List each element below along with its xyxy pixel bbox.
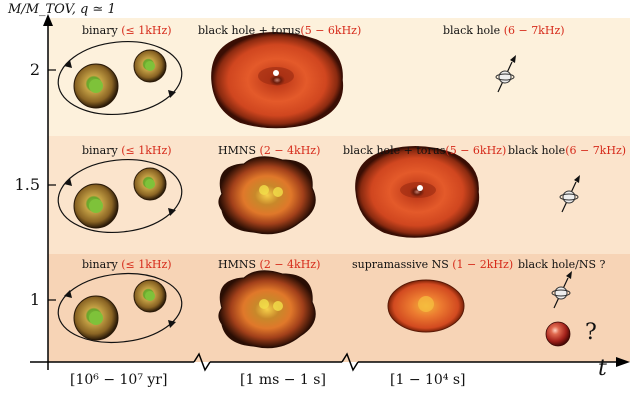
stage-label: black hole + torus(5 − 6kHz) xyxy=(198,24,362,37)
stage-label: binary (≤ 1kHz) xyxy=(82,24,172,37)
hmns-row-1 xyxy=(218,270,316,349)
stage-label: black hole/NS ? xyxy=(518,258,606,271)
spinning-black-hole-icon-row-1 xyxy=(551,271,572,309)
y-tick-label: 1 xyxy=(29,290,40,309)
axis-break xyxy=(193,352,211,372)
hmns-row-1-5 xyxy=(218,156,316,235)
stage-label: black hole (6 − 7kHz) xyxy=(443,24,565,37)
y-tick-label: 2 xyxy=(29,60,40,79)
y-axis-arrow xyxy=(43,14,53,26)
binary-system-row-2 xyxy=(57,41,183,115)
x-tick-label: [1 − 10⁴ s] xyxy=(390,372,466,388)
axis-break xyxy=(341,352,359,372)
x-tick-label: [1 ms − 1 s] xyxy=(240,372,326,388)
x-tick-label: [10⁶ − 10⁷ yr] xyxy=(70,372,168,388)
x-axis-arrow xyxy=(616,357,630,367)
stage-label: HMNS (2 − 4kHz) xyxy=(218,258,321,271)
spinning-black-hole-icon-row-1-5 xyxy=(559,175,580,213)
black-hole-torus-row-2 xyxy=(211,32,344,129)
stable-ns-ball-row-1 xyxy=(545,321,571,347)
binary-system-row-1 xyxy=(57,272,183,344)
unknown-fate-mark: ? xyxy=(585,320,597,345)
binary-system-row-1-5 xyxy=(57,159,183,233)
y-tick-label: 1.5 xyxy=(14,175,40,194)
black-hole-torus-row-1-5 xyxy=(355,146,480,238)
x-axis-label: t xyxy=(598,356,607,381)
stage-label: black hole(6 − 7kHz) xyxy=(508,144,627,157)
stage-label: black hole + torus(5 − 6kHz) xyxy=(343,144,507,157)
supramassive-ns-row-1 xyxy=(387,279,465,333)
spinning-black-hole-icon-row-2 xyxy=(495,55,516,93)
stage-label: supramassive NS (1 − 2kHz) xyxy=(352,258,514,271)
y-axis-label: M/M_TOV, q ≃ 1 xyxy=(8,2,116,17)
stage-label: HMNS (2 − 4kHz) xyxy=(218,144,321,157)
stage-label: binary (≤ 1kHz) xyxy=(82,258,172,271)
stage-label: binary (≤ 1kHz) xyxy=(82,144,172,157)
